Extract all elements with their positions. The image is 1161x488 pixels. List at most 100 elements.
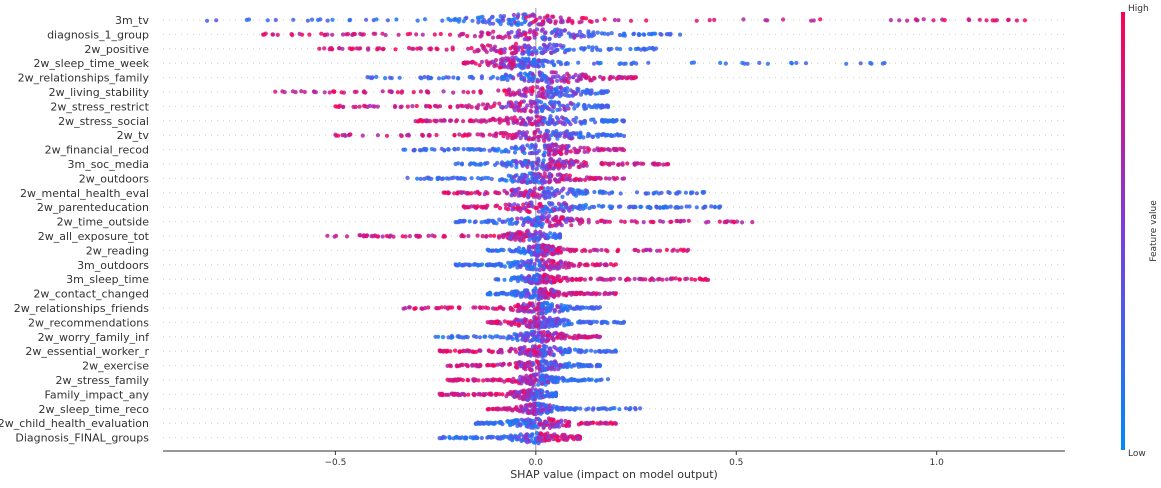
shap-point xyxy=(585,364,589,368)
feature-swarm xyxy=(486,286,619,301)
shap-point xyxy=(611,350,615,354)
shap-point xyxy=(468,118,472,122)
shap-point xyxy=(531,167,535,171)
shap-point xyxy=(576,320,580,324)
shap-point xyxy=(384,33,388,37)
shap-point xyxy=(497,118,501,122)
shap-point xyxy=(574,248,578,252)
shap-point xyxy=(687,219,691,223)
shap-point xyxy=(543,394,547,398)
shap-point xyxy=(354,105,358,109)
shap-point xyxy=(398,76,402,80)
shap-point xyxy=(580,20,584,24)
shap-point xyxy=(658,32,662,36)
shap-point xyxy=(548,172,552,176)
shap-point xyxy=(497,236,501,240)
shap-point xyxy=(485,263,489,267)
feature-swarm xyxy=(486,243,691,258)
feature-swarm xyxy=(401,142,626,157)
shap-point xyxy=(468,162,472,166)
shap-point xyxy=(445,176,449,180)
shap-point xyxy=(607,118,611,122)
shap-point xyxy=(328,47,332,51)
shap-point xyxy=(537,316,541,320)
shap-point xyxy=(497,350,501,354)
shap-point xyxy=(544,383,548,387)
shap-point xyxy=(578,407,582,411)
shap-point xyxy=(603,118,607,122)
shap-point xyxy=(607,177,611,181)
shap-point xyxy=(504,73,508,77)
shap-point xyxy=(554,163,558,167)
shap-point xyxy=(406,105,410,109)
shap-point xyxy=(546,207,550,211)
shap-point xyxy=(536,254,540,258)
shap-point xyxy=(625,161,629,165)
shap-point xyxy=(685,277,689,281)
shap-point xyxy=(457,262,461,266)
shap-point xyxy=(718,220,722,224)
shap-point xyxy=(565,307,569,311)
shap-point xyxy=(546,249,550,253)
shap-point xyxy=(518,232,522,236)
shap-point xyxy=(496,88,500,92)
shap-point xyxy=(718,61,722,65)
shap-point xyxy=(523,20,527,24)
shap-point xyxy=(704,277,708,281)
shap-point xyxy=(544,175,548,179)
shap-point xyxy=(587,104,591,108)
shap-point xyxy=(524,90,528,94)
shap-point xyxy=(536,159,540,163)
shap-point xyxy=(525,379,529,383)
shap-point xyxy=(520,259,524,263)
shap-point xyxy=(915,18,919,22)
shap-point xyxy=(629,19,633,23)
feature-swarm xyxy=(414,114,627,127)
shap-point xyxy=(943,18,947,22)
shap-point xyxy=(590,91,594,95)
shap-point xyxy=(634,47,638,51)
shap-point xyxy=(546,333,550,337)
shap-point xyxy=(436,177,440,181)
feature-swarm xyxy=(494,273,711,286)
shap-point xyxy=(651,220,655,224)
shap-point xyxy=(266,18,270,22)
shap-point xyxy=(584,161,588,165)
shap-point xyxy=(701,191,705,195)
shap-point xyxy=(470,364,474,368)
shap-point xyxy=(554,392,558,396)
shap-point xyxy=(652,32,656,36)
shap-point xyxy=(619,191,623,195)
shap-point xyxy=(468,147,472,151)
shap-point xyxy=(608,204,612,208)
shap-point xyxy=(484,235,488,239)
shap-point xyxy=(524,250,528,254)
shap-point xyxy=(573,150,577,154)
shap-point xyxy=(583,150,587,154)
shap-point xyxy=(510,232,514,236)
shap-point xyxy=(606,147,610,151)
shap-point xyxy=(642,220,646,224)
shap-point xyxy=(469,75,473,79)
shap-point xyxy=(500,220,504,224)
shap-point xyxy=(467,103,471,107)
shap-point xyxy=(509,218,513,222)
shap-point xyxy=(531,398,535,402)
dots-layer xyxy=(205,12,1027,445)
shap-point xyxy=(336,134,340,138)
shap-point xyxy=(616,75,620,79)
shap-point xyxy=(571,248,575,252)
shap-point xyxy=(590,205,594,209)
shap-point xyxy=(473,262,477,266)
shap-point xyxy=(548,224,552,228)
shap-point xyxy=(576,102,580,106)
shap-point xyxy=(485,378,489,382)
shap-point xyxy=(513,35,517,39)
shap-point xyxy=(629,62,633,66)
shap-point xyxy=(541,216,545,220)
shap-point xyxy=(557,202,561,206)
shap-point xyxy=(555,336,559,340)
shap-point xyxy=(372,32,376,36)
shap-point xyxy=(600,320,604,324)
shap-point xyxy=(499,105,503,109)
